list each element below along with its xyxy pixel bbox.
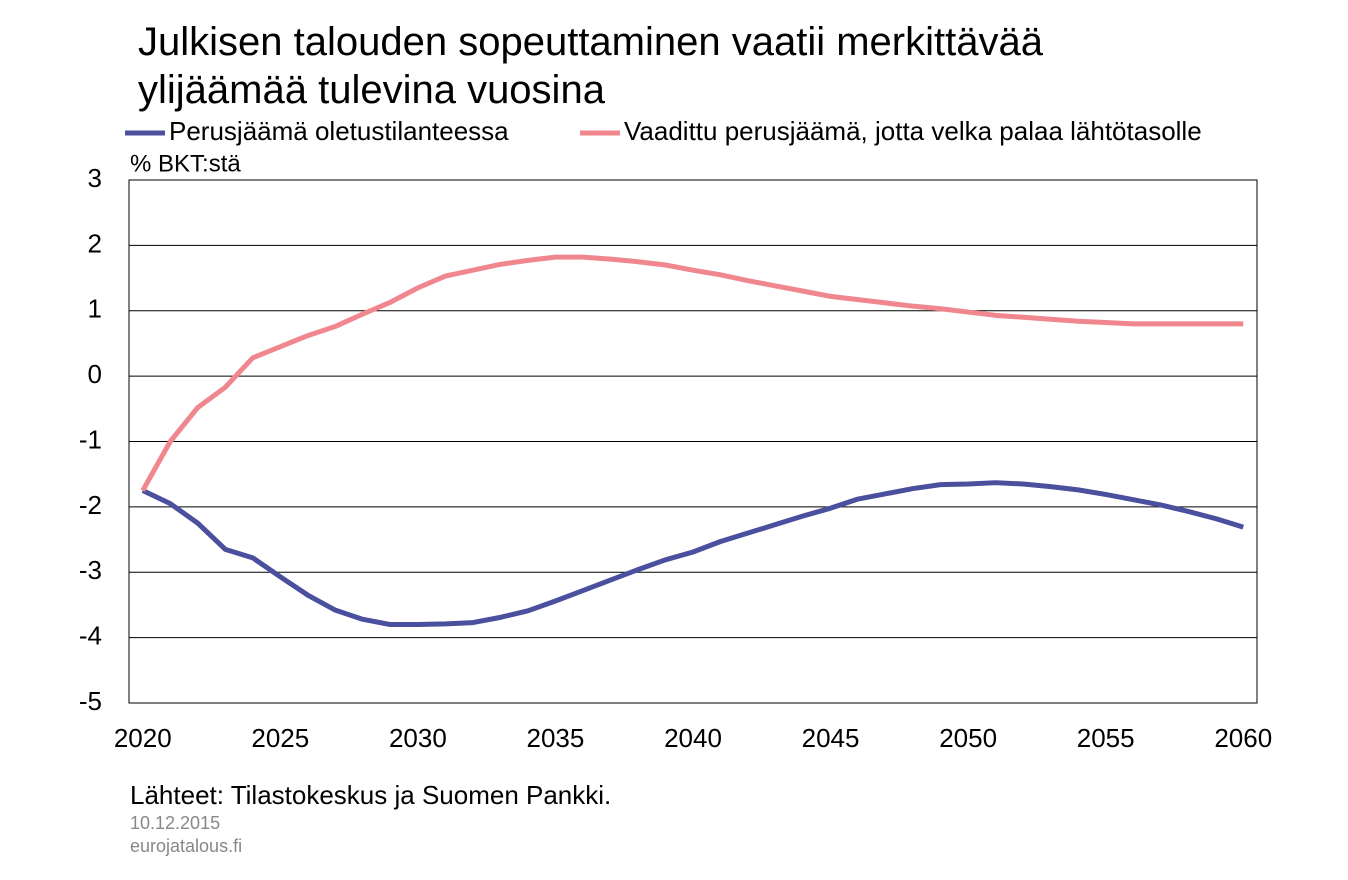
x-tick-label: 2045 xyxy=(802,723,860,753)
x-tick-label: 2035 xyxy=(527,723,585,753)
x-tick-label: 2050 xyxy=(939,723,997,753)
y-tick-label: 0 xyxy=(88,359,102,389)
y-tick-label: -4 xyxy=(79,621,102,651)
y-tick-label: -1 xyxy=(79,424,102,454)
y-tick-label: 3 xyxy=(88,163,102,193)
y-tick-label: -2 xyxy=(79,490,102,520)
x-tick-label: 2025 xyxy=(251,723,309,753)
y-axis-label: % BKT:stä xyxy=(130,150,241,177)
y-tick-label: -5 xyxy=(79,686,102,716)
series-line xyxy=(140,254,1244,492)
plot-frame xyxy=(128,179,1258,704)
x-tick-label: 2030 xyxy=(389,723,447,753)
source: Lähteet: Tilastokeskus ja Suomen Pankki. xyxy=(130,780,611,810)
site: eurojatalous.fi xyxy=(130,836,242,856)
y-tick-label: 2 xyxy=(88,228,102,258)
y-tick-label: 1 xyxy=(88,294,102,324)
y-tick-label: -3 xyxy=(79,555,102,585)
series-line xyxy=(141,480,1244,628)
legend-label: Vaadittu perusjäämä, jotta velka palaa l… xyxy=(624,116,1202,146)
x-tick-label: 2040 xyxy=(664,723,722,753)
legend-label: Perusjäämä oletustilanteessa xyxy=(169,116,509,146)
chart-title: Julkisen talouden sopeuttaminen vaatii m… xyxy=(138,20,1043,112)
x-tick-label: 2060 xyxy=(1214,723,1272,753)
date: 10.12.2015 xyxy=(130,813,220,833)
x-tick-label: 2055 xyxy=(1077,723,1135,753)
x-tick-label: 2020 xyxy=(114,723,172,753)
